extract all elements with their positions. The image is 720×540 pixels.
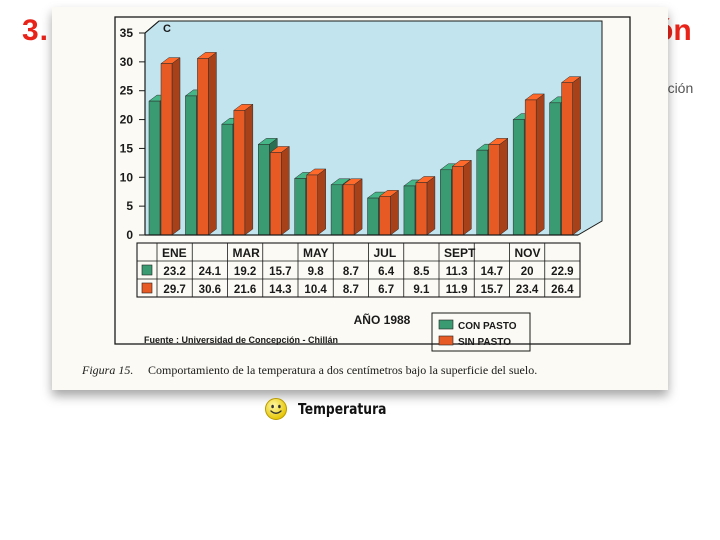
y-tick-label: 5	[126, 199, 133, 213]
bar-sin-pasto	[488, 144, 500, 236]
legend-swatch-con-pasto	[438, 319, 454, 330]
bar-con-pasto	[221, 123, 234, 236]
data-label: 23.4	[516, 284, 539, 296]
y-tick-label: 20	[120, 113, 134, 127]
y-tick-label: 0	[126, 228, 133, 242]
y-tick-label: 30	[120, 55, 134, 69]
backdrop-edge	[144, 20, 160, 34]
bar-con-pasto	[367, 197, 379, 236]
bar-sin-pasto	[197, 58, 209, 236]
legend-label: SIN PASTO	[458, 337, 511, 348]
data-label: 8.5	[413, 266, 430, 278]
y-tick-label: 25	[120, 84, 134, 98]
chart-source: Fuente : Universidad de Concepción - Chi…	[144, 335, 338, 345]
bar-side	[281, 145, 290, 236]
data-label: 10.4	[304, 284, 327, 296]
x-tick-label: MAY	[303, 246, 329, 260]
data-label: 6.7	[378, 284, 394, 296]
bar-con-pasto	[185, 95, 197, 236]
y-axis-label: C	[163, 23, 171, 35]
data-label: 15.7	[269, 266, 291, 278]
bar-con-pasto	[258, 144, 270, 236]
data-label: 26.4	[551, 284, 574, 296]
bar-con-pasto	[403, 185, 416, 236]
chart-frame	[114, 16, 631, 345]
table-swatch-sin-pasto	[141, 282, 153, 294]
bar-sin-pasto	[342, 184, 355, 236]
bar-side	[390, 189, 399, 236]
data-label: 22.9	[551, 266, 573, 278]
legend-label: CON PASTO	[458, 321, 517, 332]
data-label: 6.4	[378, 266, 395, 278]
bar-con-pasto	[294, 178, 306, 236]
bar-con-pasto	[512, 119, 525, 236]
legend-box	[431, 312, 531, 352]
x-tick-label: SEPT	[444, 246, 476, 260]
x-tick-label: NOV	[515, 246, 541, 260]
data-table	[136, 242, 581, 298]
bar-sin-pasto	[452, 166, 464, 236]
figure-caption: Comportamiento de la temperatura a dos c…	[148, 363, 537, 377]
data-label: 8.7	[343, 284, 359, 296]
x-axis-label: AÑO 1988	[354, 312, 411, 327]
bar-con-pasto	[549, 102, 561, 236]
data-label: 29.7	[163, 284, 185, 296]
bar-side	[572, 76, 581, 236]
caption-row: Temperatura	[264, 396, 406, 422]
bar-side	[317, 168, 326, 236]
bar-side	[535, 93, 545, 236]
legend-swatch-sin-pasto	[438, 335, 454, 346]
bar-sin-pasto	[306, 174, 318, 236]
slide-number: 3.	[22, 14, 50, 47]
data-label: 11.9	[446, 284, 468, 296]
figure-label: Figura 15.	[81, 363, 133, 377]
bar-sin-pasto	[270, 152, 282, 236]
bar-con-pasto	[476, 149, 488, 236]
bar-sin-pasto	[233, 110, 246, 236]
data-label: 15.7	[481, 284, 503, 296]
bar-con-pasto	[440, 169, 452, 236]
y-tick-label: 10	[120, 170, 134, 184]
data-label: 21.6	[234, 284, 256, 296]
y-tick-label: 15	[120, 141, 134, 155]
smiley-icon	[265, 398, 287, 420]
data-label: 23.2	[163, 266, 185, 278]
bar-side	[208, 51, 217, 236]
y-tick-label: 35	[120, 26, 134, 40]
data-label: 9.1	[413, 284, 430, 296]
data-label: 9.8	[308, 266, 325, 278]
caption-text: Temperatura	[298, 400, 387, 418]
data-label: 19.2	[234, 266, 256, 278]
data-label: 8.7	[343, 266, 359, 278]
x-tick-label: MAR	[233, 246, 261, 260]
data-label: 14.3	[269, 284, 291, 296]
bar-sin-pasto	[160, 63, 173, 236]
x-tick-label: JUL	[374, 246, 397, 260]
bar-sin-pasto	[524, 99, 537, 236]
data-label: 14.7	[481, 266, 503, 278]
bar-sin-pasto	[379, 196, 391, 236]
bar-side	[171, 57, 181, 236]
x-tick-label: ENE	[162, 246, 187, 260]
temperature-chart: 0 5 10 15 20 25 30 35 C ENE MAR MAY JUL SEPT NOV 23.2 24…	[81, 16, 631, 377]
table-swatch-con-pasto	[141, 264, 153, 276]
bar-side	[353, 178, 363, 236]
bar-side	[426, 175, 436, 236]
bar-sin-pasto	[561, 82, 573, 236]
bar-sin-pasto	[415, 182, 428, 236]
data-label: 24.1	[199, 266, 222, 278]
bar-con-pasto	[330, 184, 343, 236]
chart-photo: 0 5 10 15 20 25 30 35 C ENE MAR MAY JUL SEPT NOV 23.2 24…	[52, 7, 668, 390]
data-label: 20	[521, 266, 534, 278]
data-label: 30.6	[199, 284, 221, 296]
bar-side	[463, 159, 472, 236]
data-label: 11.3	[446, 266, 468, 278]
bar-con-pasto	[148, 100, 161, 236]
bar-side	[499, 137, 508, 236]
bar-side	[244, 103, 254, 236]
